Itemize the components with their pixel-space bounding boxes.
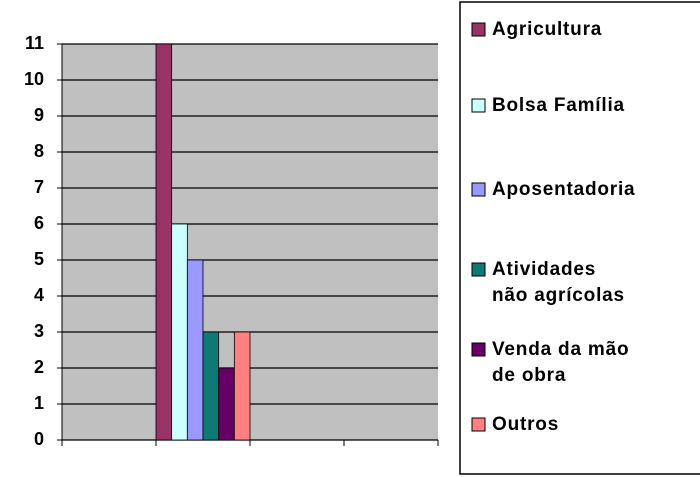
bar: [186, 259, 204, 441]
legend-label: Bolsa Família: [492, 95, 625, 116]
legend-swatch: [471, 262, 486, 277]
y-tick-label: 0: [34, 429, 44, 449]
y-tick-label: 2: [34, 357, 44, 377]
y-tick-label: 9: [34, 105, 44, 125]
bar: [233, 331, 251, 441]
bar: [171, 223, 188, 441]
legend-box: [459, 1, 700, 475]
y-tick-label: 8: [34, 141, 44, 161]
legend-label: Outros: [492, 414, 559, 435]
legend-label: Aposentadoria: [492, 179, 635, 200]
bar: [202, 331, 220, 441]
legend-swatch: [471, 22, 486, 37]
legend-label: Agricultura: [492, 19, 602, 40]
y-tick-label: 5: [34, 249, 44, 269]
y-tick-label: 1: [34, 393, 44, 413]
y-tick-label: 3: [34, 321, 44, 341]
bar: [218, 367, 235, 441]
y-tick-label: 7: [34, 177, 44, 197]
legend-label: Atividades não agrícolas: [492, 259, 625, 306]
y-tick-label: 11: [25, 33, 44, 53]
legend-swatch: [471, 98, 486, 113]
legend-swatch: [471, 182, 486, 197]
y-tick-label: 6: [34, 213, 44, 233]
legend-swatch: [471, 342, 486, 357]
y-tick-label: 4: [34, 285, 44, 305]
y-tick-label: 10: [24, 69, 44, 89]
legend-label: Venda da mão de obra: [492, 339, 629, 386]
bar: [155, 43, 173, 441]
legend-swatch: [471, 417, 486, 432]
